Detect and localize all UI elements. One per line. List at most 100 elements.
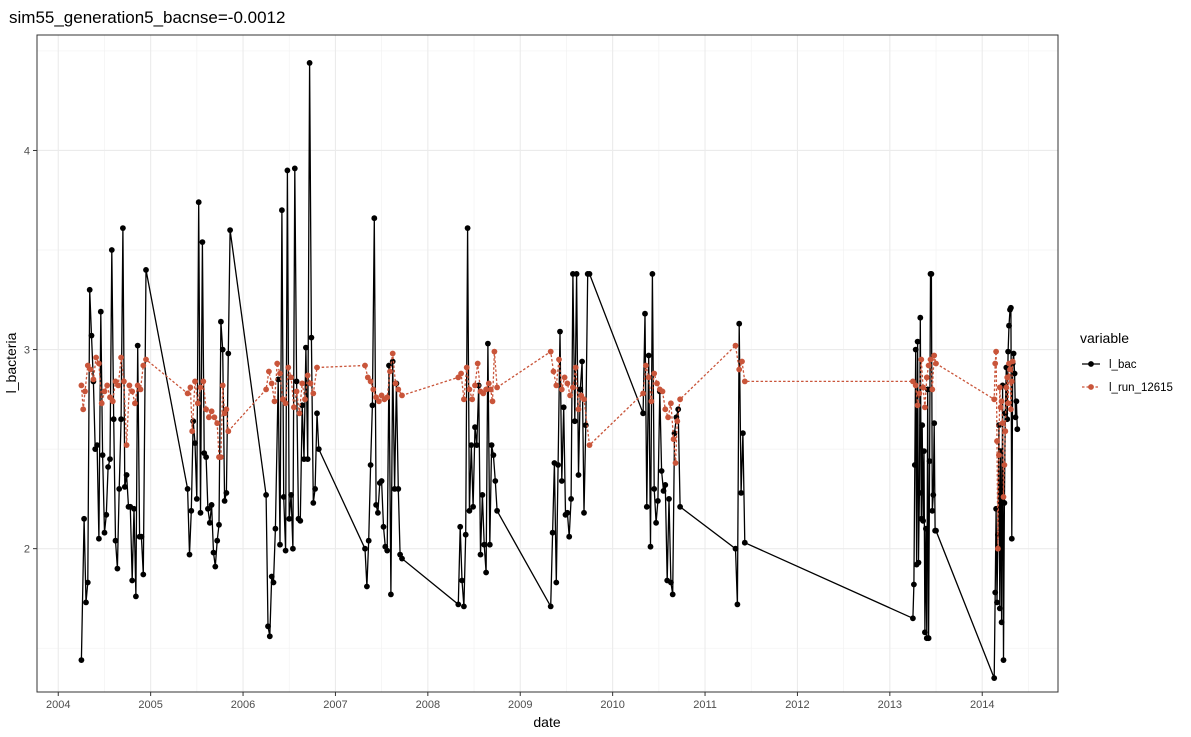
data-point [297,517,304,524]
data-point [199,239,206,246]
data-point [1012,414,1019,421]
data-point [922,404,928,411]
data-point [472,424,478,431]
data-point [491,348,498,355]
data-point [280,494,287,500]
data-point [1008,535,1015,542]
data-point [218,454,224,460]
data-point [995,545,1001,552]
data-point [458,370,464,377]
data-point [210,549,217,556]
data-point [221,498,228,504]
data-point [367,378,374,385]
data-point [282,547,289,554]
data-point [266,633,273,640]
data-point [203,406,210,413]
data-point [463,364,470,371]
data-point [378,478,385,484]
data-point [288,492,294,498]
data-point [472,382,478,389]
data-point [116,486,123,492]
series-layer [78,60,1021,681]
data-point [479,492,486,498]
data-point [734,601,741,608]
data-point [362,362,368,369]
data-point [118,354,124,361]
data-point [197,384,204,391]
data-point [121,484,128,490]
data-point [78,657,85,663]
data-point [131,505,137,512]
data-point [206,414,212,421]
data-point [912,346,919,353]
data-point [107,456,113,462]
data-point [1007,366,1013,373]
data-point [918,356,925,363]
data-point [494,384,500,391]
data-point [575,406,582,413]
data-point [736,366,743,373]
data-point [296,410,303,417]
data-point [461,603,467,610]
data-point [462,531,469,538]
data-point [911,581,917,588]
data-point [494,507,500,514]
data-point [214,537,221,544]
data-point [485,380,492,387]
data-point [184,390,191,397]
x-tick-label: 2014 [970,699,994,711]
data-point [134,342,141,349]
data-point [266,368,272,375]
data-point [461,396,467,403]
data-point [285,364,292,371]
x-tick-label: 2004 [46,699,70,711]
data-point [654,380,660,387]
data-point [670,436,677,443]
data-point [101,388,108,395]
data-point [677,503,683,510]
data-point [466,507,473,514]
data-point [914,338,921,345]
data-point [192,440,198,446]
data-point [112,537,119,544]
data-point [315,446,322,452]
legend-item-l_run_12615: l_run_12615 [1082,382,1173,394]
x-tick-label: 2008 [416,699,440,711]
data-point [668,579,674,586]
data-point [997,404,1004,411]
data-point [643,503,650,510]
data-point [208,408,215,415]
data-point [373,502,379,508]
data-point [105,464,111,470]
data-point [225,350,232,357]
legend-item-l_bac: l_bac [1082,359,1137,371]
x-tick-label: 2006 [231,699,255,711]
data-point [490,452,497,458]
data-point [928,271,935,277]
data-point [277,370,283,377]
data-point [200,378,207,385]
data-point [189,428,196,435]
data-point [86,286,93,293]
data-point [1004,374,1011,381]
data-point [308,334,315,341]
data-point [487,386,494,393]
data-point [925,362,932,369]
data-point [96,360,102,367]
data-point [991,675,998,681]
data-point [293,378,300,385]
data-point [736,320,743,327]
data-point [388,591,394,598]
data-point [640,390,646,397]
data-point [659,388,666,395]
data-point [568,496,574,502]
data-point [399,555,405,562]
data-point [655,498,661,504]
data-point [279,207,285,214]
data-point [739,358,745,365]
plot-border [36,34,1059,693]
data-point [314,410,320,417]
data-point [306,60,313,66]
data-point [387,368,393,375]
data-point [998,398,1005,405]
